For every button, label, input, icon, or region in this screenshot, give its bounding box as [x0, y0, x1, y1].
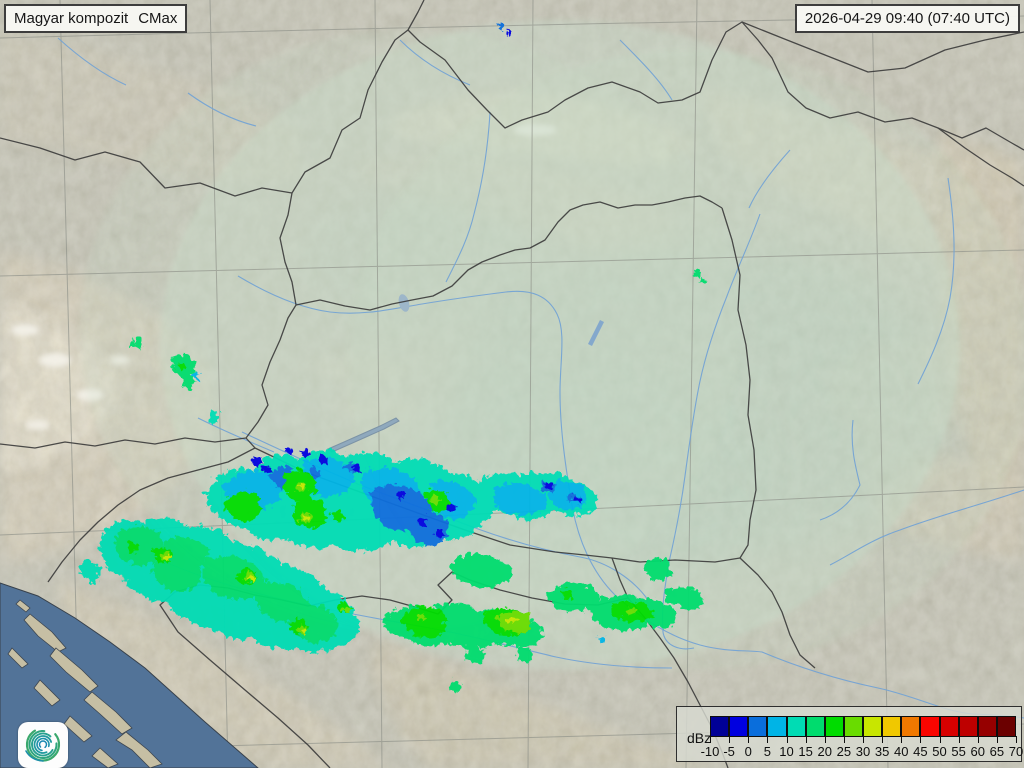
- islands: [7, 599, 163, 768]
- legend-tick-mark: [786, 736, 788, 743]
- legend-tick-label: 30: [855, 744, 871, 759]
- legend-color-box: [729, 716, 749, 737]
- hungaromet-logo: [18, 722, 68, 768]
- legend-tick-label: 0: [744, 744, 752, 759]
- product-type-label: CMax: [138, 10, 178, 27]
- legend-tick-mark: [958, 736, 960, 743]
- lake-balaton: [327, 417, 400, 453]
- legend-tick-label: 15: [798, 744, 813, 759]
- legend-tick-mark: [977, 736, 979, 743]
- legend-color-box: [958, 716, 978, 737]
- spiral-icon: [25, 727, 61, 762]
- legend-tick-label: -5: [723, 744, 735, 759]
- legend-tick-mark: [996, 736, 998, 743]
- legend-tick-mark: [901, 736, 903, 743]
- legend-color-box: [977, 716, 997, 737]
- radar-echoes: [76, 20, 703, 689]
- legend-color-box: [710, 716, 730, 737]
- legend-tick-label: -10: [700, 744, 720, 759]
- lakes: [327, 294, 604, 453]
- legend-tick-mark: [920, 736, 922, 743]
- legend-tick-mark: [805, 736, 807, 743]
- legend-tick-label: 40: [894, 744, 909, 759]
- legend-color-box: [805, 716, 825, 737]
- legend-tick-label: 25: [836, 744, 852, 759]
- legend-tick-label: 5: [763, 744, 771, 759]
- legend-tick-mark: [824, 736, 826, 743]
- legend-color-box: [920, 716, 940, 737]
- legend-unit-label: dBz: [687, 730, 712, 746]
- legend-tick-label: 55: [951, 744, 966, 759]
- legend-tick-mark: [882, 736, 884, 743]
- legend-tick-labels: -10 -5 0 5 10 15 20 25 30 35 40 45 50 55 60 65 70: [677, 707, 1024, 761]
- legend-tick-mark: [767, 736, 769, 743]
- adriatic-sea: [0, 582, 259, 768]
- legend-tick-label: 65: [989, 744, 1005, 759]
- reflectivity-legend: dBz -10 -5 0 5 10 15 20 25 30 35 40 45 50 55 60 65 70: [676, 706, 1024, 762]
- legend-color-box: [824, 716, 844, 737]
- legend-tick-mark: [843, 736, 845, 743]
- legend-tick-mark: [939, 736, 941, 743]
- legend-color-box: [748, 716, 768, 737]
- legend-tick-label: 45: [913, 744, 928, 759]
- legend-tick-label: 50: [932, 744, 947, 759]
- legend-color-box: [863, 716, 883, 737]
- legend-tick-mark: [748, 736, 750, 743]
- legend-tick-label: 70: [1008, 744, 1024, 759]
- legend-color-box: [939, 716, 959, 737]
- product-title: Magyar kompozit CMax: [4, 4, 188, 33]
- timestamp-label: 2026-04-29 09:40 (07:40 UTC): [794, 4, 1020, 33]
- legend-color-box: [786, 716, 806, 737]
- legend-color-box: [767, 716, 787, 737]
- legend-color-box: [882, 716, 902, 737]
- legend-tick-mark: [863, 736, 864, 743]
- legend-tick-label: 35: [874, 744, 890, 759]
- legend-color-box: [996, 716, 1016, 737]
- legend-color-scale: [710, 716, 1016, 737]
- legend-tick-label: 10: [779, 744, 794, 759]
- product-title-label: Magyar kompozit: [14, 10, 129, 27]
- legend-tick-mark: [1016, 736, 1017, 743]
- legend-tick-mark: [729, 736, 731, 743]
- lake-neusiedl: [398, 294, 410, 312]
- legend-color-box: [843, 716, 863, 737]
- lake-tisza: [588, 320, 604, 346]
- legend-tick-label: 60: [970, 744, 985, 759]
- legend-tick-label: 20: [817, 744, 832, 759]
- legend-color-box: [901, 716, 921, 737]
- legend-tick-mark: [710, 736, 711, 743]
